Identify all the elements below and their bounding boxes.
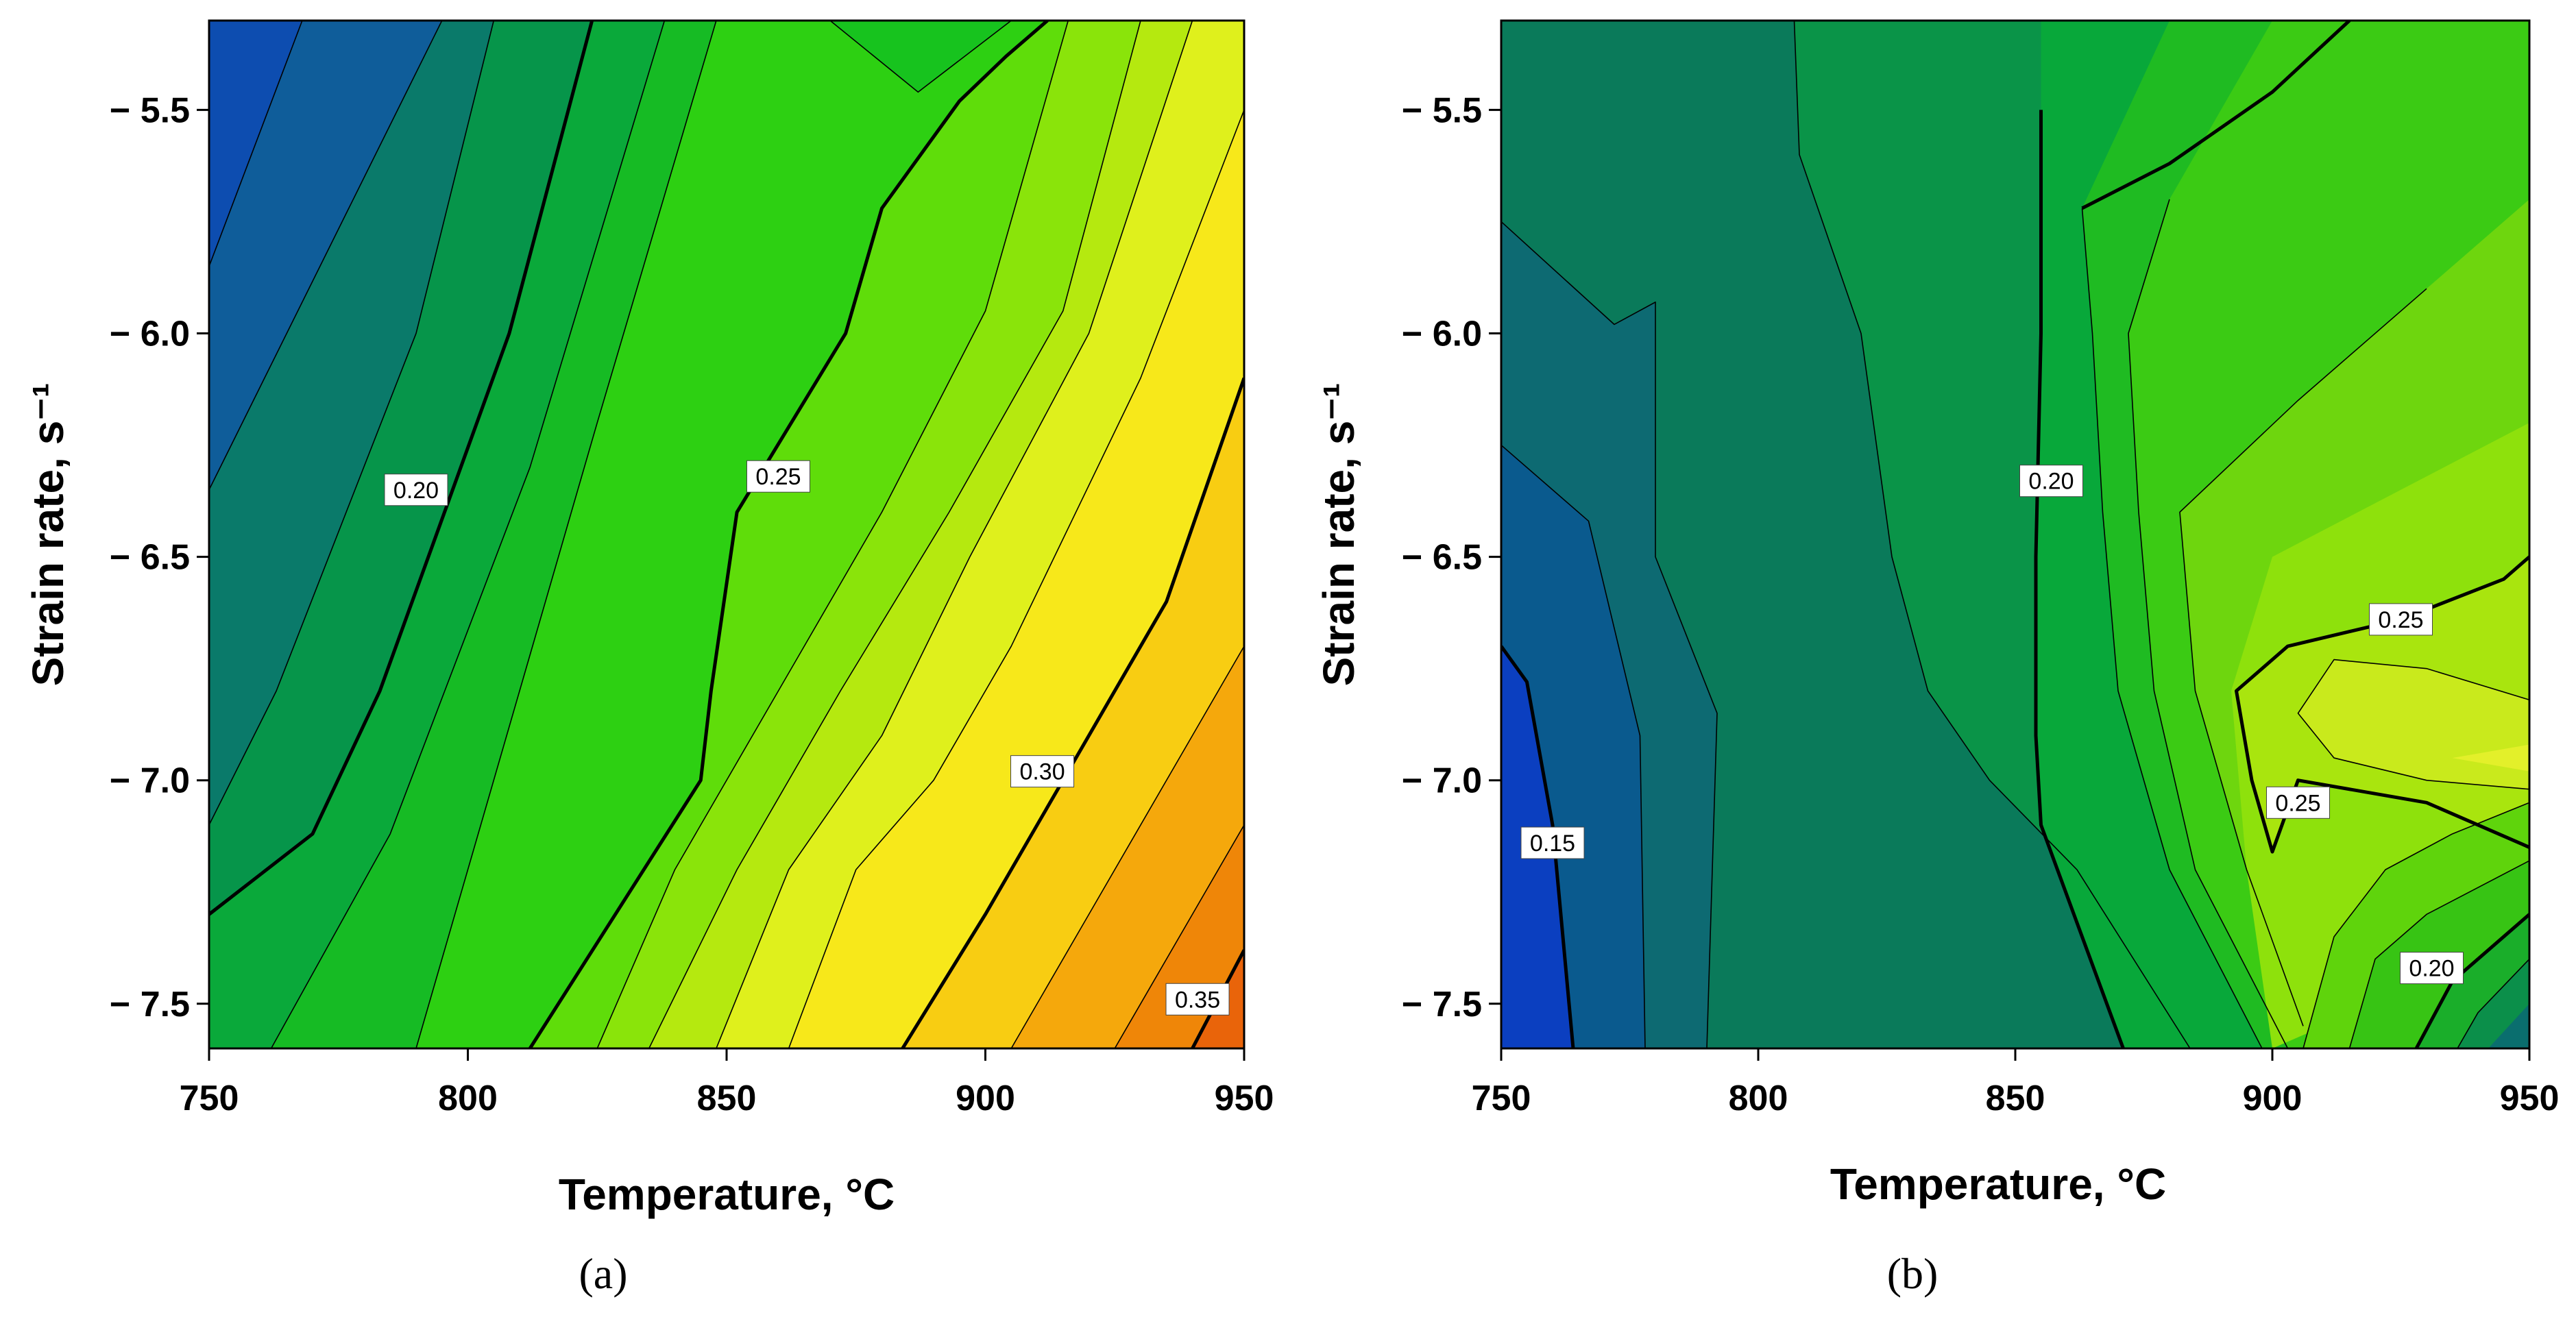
chart-a: 750 800 850 900 950 − 5.5 − 6.0 − 6.5 − 7.0 − 7.5… [23,19,1274,1298]
contour-label: 0.20 [393,478,439,504]
contour-line [209,21,495,826]
contour-label-box [2019,465,2083,497]
contour-line [2081,21,2351,210]
contour-band [2452,744,2529,772]
chart-a-xlabel: Temperature, °C [559,1170,895,1219]
contour-label-box [2369,603,2433,636]
contour-label-box [384,474,448,506]
chart-a-ylabel: Strain rate, s⁻¹ [23,383,73,687]
contour-label-box [1010,755,1075,788]
contour-label: 0.30 [1019,759,1065,785]
contour-line [2302,802,2529,1048]
x-tick-label: 850 [1986,1079,2045,1118]
chart-b-panel-label: (b) [1887,1249,1939,1298]
chart-b-plot-area [1501,21,2529,1048]
contour-line [1501,444,1646,1048]
contour-label: 0.25 [2275,790,2320,816]
y-tick-label: − 7.5 [1402,985,1482,1024]
contour-label-box [2266,786,2330,819]
y-tick-label: − 7.0 [110,761,190,801]
contour-label-box [2400,952,2464,985]
chart-b-xlabel: Temperature, °C [1830,1159,2166,1209]
contour-line [1114,824,1244,1048]
chart-b: 750 800 850 900 950 − 5.5 − 6.0 − 6.5 − 7.0 − 7.5… [1314,19,2559,1298]
contour-line [2297,659,2529,790]
y-tick-label: − 6.0 [110,315,190,354]
chart-a-plot-area [209,21,1244,1048]
x-tick-label: 950 [1215,1079,1274,1118]
contour-label: 0.25 [755,464,801,490]
chart-a-ticks: 750 800 850 900 950 − 5.5 − 6.0 − 6.5 − 7.0 − 7.5 [110,90,1274,1118]
contour-line [2235,555,2529,854]
x-tick-label: 800 [1729,1079,1788,1118]
contour-line [1501,645,1575,1048]
contour-line [2034,110,2125,1048]
y-tick-label: − 6.5 [110,538,190,578]
contour-line [788,110,1244,1048]
x-tick-label: 900 [956,1079,1015,1118]
x-tick-label: 850 [697,1079,757,1118]
contour-label: 0.25 [2378,607,2423,633]
y-tick-label: − 6.0 [1402,315,1482,354]
contour-line [528,21,1049,1048]
y-tick-label: − 5.5 [1402,90,1482,130]
contour-line [1793,21,2191,1048]
x-tick-label: 950 [2500,1079,2560,1118]
chart-b-ticks: 750 800 850 900 950 − 5.5 − 6.0 − 6.5 − 7.0 − 7.5 [1402,90,2559,1118]
contour-line [716,21,1193,1048]
y-tick-label: − 6.5 [1402,538,1482,578]
contour-line [2179,288,2427,1026]
contour-label-box [1165,983,1230,1016]
contour-line [2128,199,2289,1048]
chart-b-contour-labels: 0.20 0.25 0.25 0.15 0.20 [1520,465,2464,985]
y-tick-label: − 7.0 [1402,761,1482,801]
contour-label: 0.20 [2028,469,2074,495]
contour-line [1010,645,1244,1048]
contour-band [829,21,1012,93]
contour-line [648,21,1141,1048]
contour-line [2457,959,2529,1048]
contour-line [596,21,1069,1048]
chart-a-contour-labels: 0.20 0.25 0.30 0.35 [384,460,1230,1016]
contour-label-box [1520,826,1585,859]
contour-line [2081,208,2263,1048]
contour-line [209,21,303,267]
chart-b-ylabel: Strain rate, s⁻¹ [1314,383,1363,687]
contour-label: 0.20 [2409,956,2454,982]
x-tick-label: 750 [180,1079,239,1118]
contour-label: 0.15 [1530,831,1575,857]
contour-label: 0.35 [1175,987,1220,1013]
x-tick-label: 800 [438,1079,498,1118]
contour-line [1501,221,1718,1048]
contour-line [270,21,666,1048]
contour-label-box [746,460,810,493]
contour-line [209,21,443,491]
y-tick-label: − 7.5 [110,985,190,1024]
chart-a-panel-label: (a) [579,1249,627,1298]
contour-band [2488,1003,2529,1048]
contour-line [415,21,717,1048]
y-tick-label: − 5.5 [110,90,190,130]
contour-line [209,21,594,916]
x-tick-label: 900 [2243,1079,2302,1118]
x-tick-label: 750 [1472,1079,1531,1118]
contour-line [2348,860,2529,1048]
